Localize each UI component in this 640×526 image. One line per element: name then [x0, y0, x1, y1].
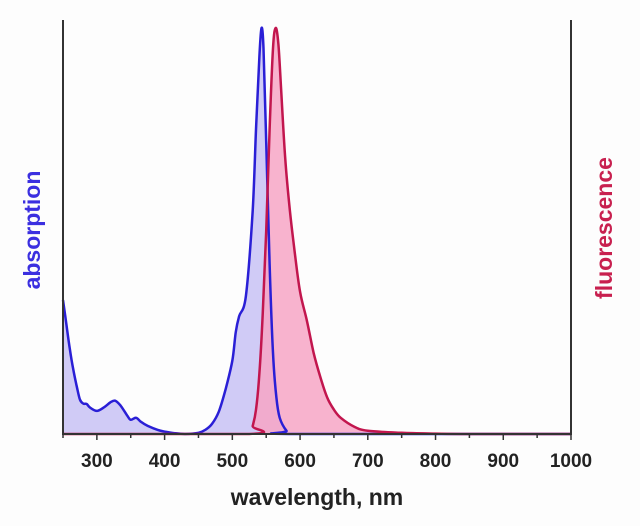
x-tick-label-300: 300 [81, 451, 113, 472]
x-tick-label-700: 700 [352, 451, 384, 472]
x-axis-title: wavelength, nm [230, 484, 404, 510]
x-tick-label-900: 900 [487, 451, 519, 472]
x-tick-label-400: 400 [149, 451, 181, 472]
x-tick-label-600: 600 [284, 451, 316, 472]
x-tick-label-500: 500 [216, 451, 248, 472]
y-axis-title-right: fluorescence [591, 157, 617, 299]
x-ticks: 300 400 500 600 700 800 900 1000 [62, 434, 592, 472]
absorption-line [61, 26, 571, 436]
x-tick-label-1000: 1000 [550, 451, 592, 472]
fluorescence-line [63, 26, 571, 436]
x-tick-label-800: 800 [420, 451, 452, 472]
fluorescence-fill [63, 27, 571, 435]
y-axis-title-left: absorption [19, 171, 45, 290]
series-layer [61, 26, 571, 436]
